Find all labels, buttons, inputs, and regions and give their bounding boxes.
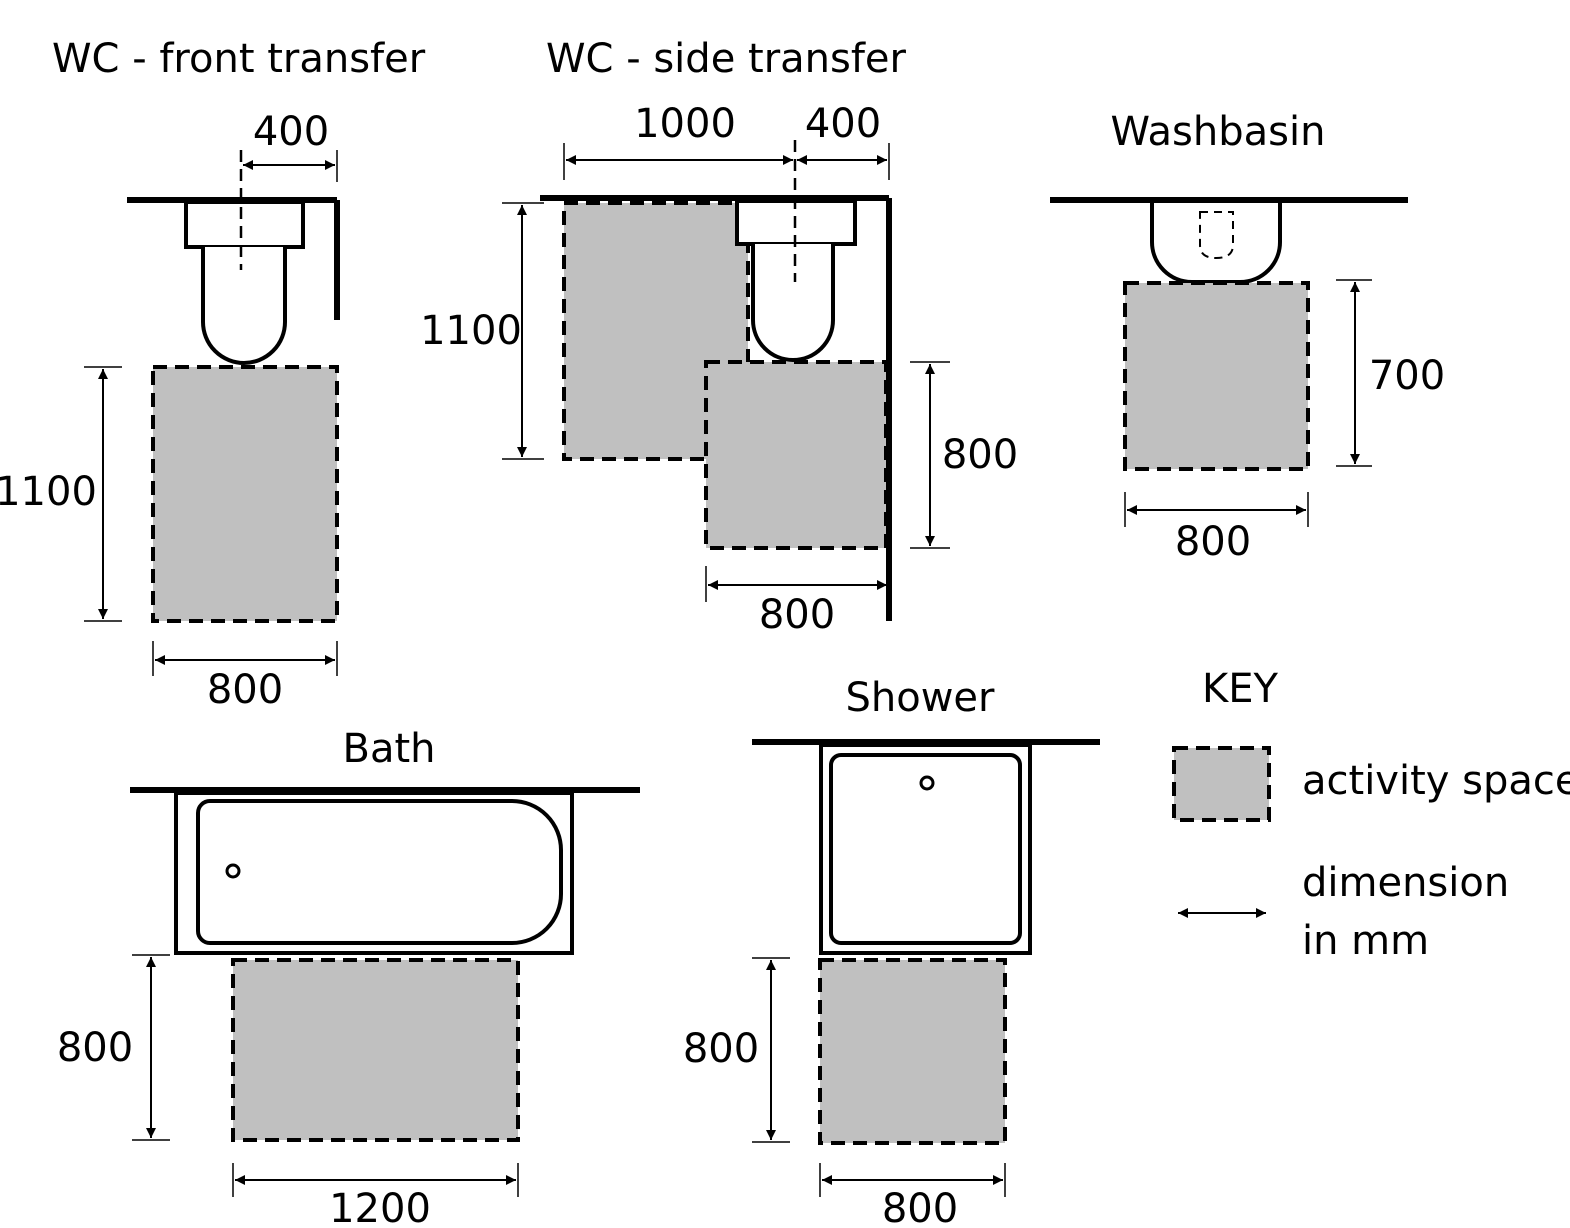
wc-side-title: WC - side transfer — [546, 36, 907, 82]
dimension-label: 800 — [942, 432, 1018, 478]
dimension-label: 800 — [207, 667, 283, 713]
dimension-label: 1100 — [420, 308, 522, 354]
activity-space — [1123, 281, 1310, 471]
wc-cistern — [184, 200, 305, 249]
bath-title: Bath — [343, 726, 436, 772]
shower: Shower 800 800 — [683, 675, 1100, 1228]
wc-front-transfer: WC - front transfer 400 1100 800 — [0, 36, 426, 713]
dimension-label: 400 — [805, 101, 881, 147]
shower-drain — [919, 775, 935, 791]
key-legend: KEY activity space dimension in mm — [1172, 666, 1570, 964]
activity-space — [704, 360, 888, 550]
washbasin: Washbasin 700 800 — [1050, 109, 1445, 565]
basin-outlet — [1199, 211, 1234, 260]
washbasin-title: Washbasin — [1111, 109, 1326, 155]
wc-side-transfer: WC - side transfer 1000 400 1100 800 800 — [420, 36, 1018, 638]
activity-space — [151, 365, 339, 623]
key-dimension-label-line1: dimension — [1302, 860, 1509, 906]
dimension-label: 1100 — [0, 469, 97, 515]
dimension-label: 700 — [1369, 353, 1445, 399]
key-dimension-label-line2: in mm — [1302, 918, 1429, 964]
shower-title: Shower — [846, 675, 996, 721]
key-activity-label: activity space — [1302, 758, 1570, 804]
wc-pan — [751, 244, 835, 362]
wc-front-title: WC - front transfer — [52, 36, 426, 82]
key-activity-swatch — [1172, 746, 1271, 822]
dimension-label: 400 — [253, 109, 329, 155]
bath-tub — [196, 799, 563, 945]
dimension-label: 1200 — [329, 1186, 431, 1228]
activity-space — [231, 958, 520, 1142]
dimension-label: 800 — [882, 1186, 958, 1228]
activity-space — [818, 958, 1007, 1145]
dimension-label: 800 — [683, 1026, 759, 1072]
dimension-label: 800 — [759, 592, 835, 638]
bath-drain — [225, 863, 241, 879]
dimension-label: 800 — [1175, 519, 1251, 565]
washbasin-bowl — [1150, 203, 1282, 284]
dimension-label: 800 — [57, 1025, 133, 1071]
key-title: KEY — [1202, 666, 1279, 712]
shower-tray — [829, 753, 1022, 945]
wc-pan — [201, 247, 287, 365]
bath: Bath 800 1200 — [57, 726, 640, 1228]
dimension-label: 1000 — [634, 101, 736, 147]
